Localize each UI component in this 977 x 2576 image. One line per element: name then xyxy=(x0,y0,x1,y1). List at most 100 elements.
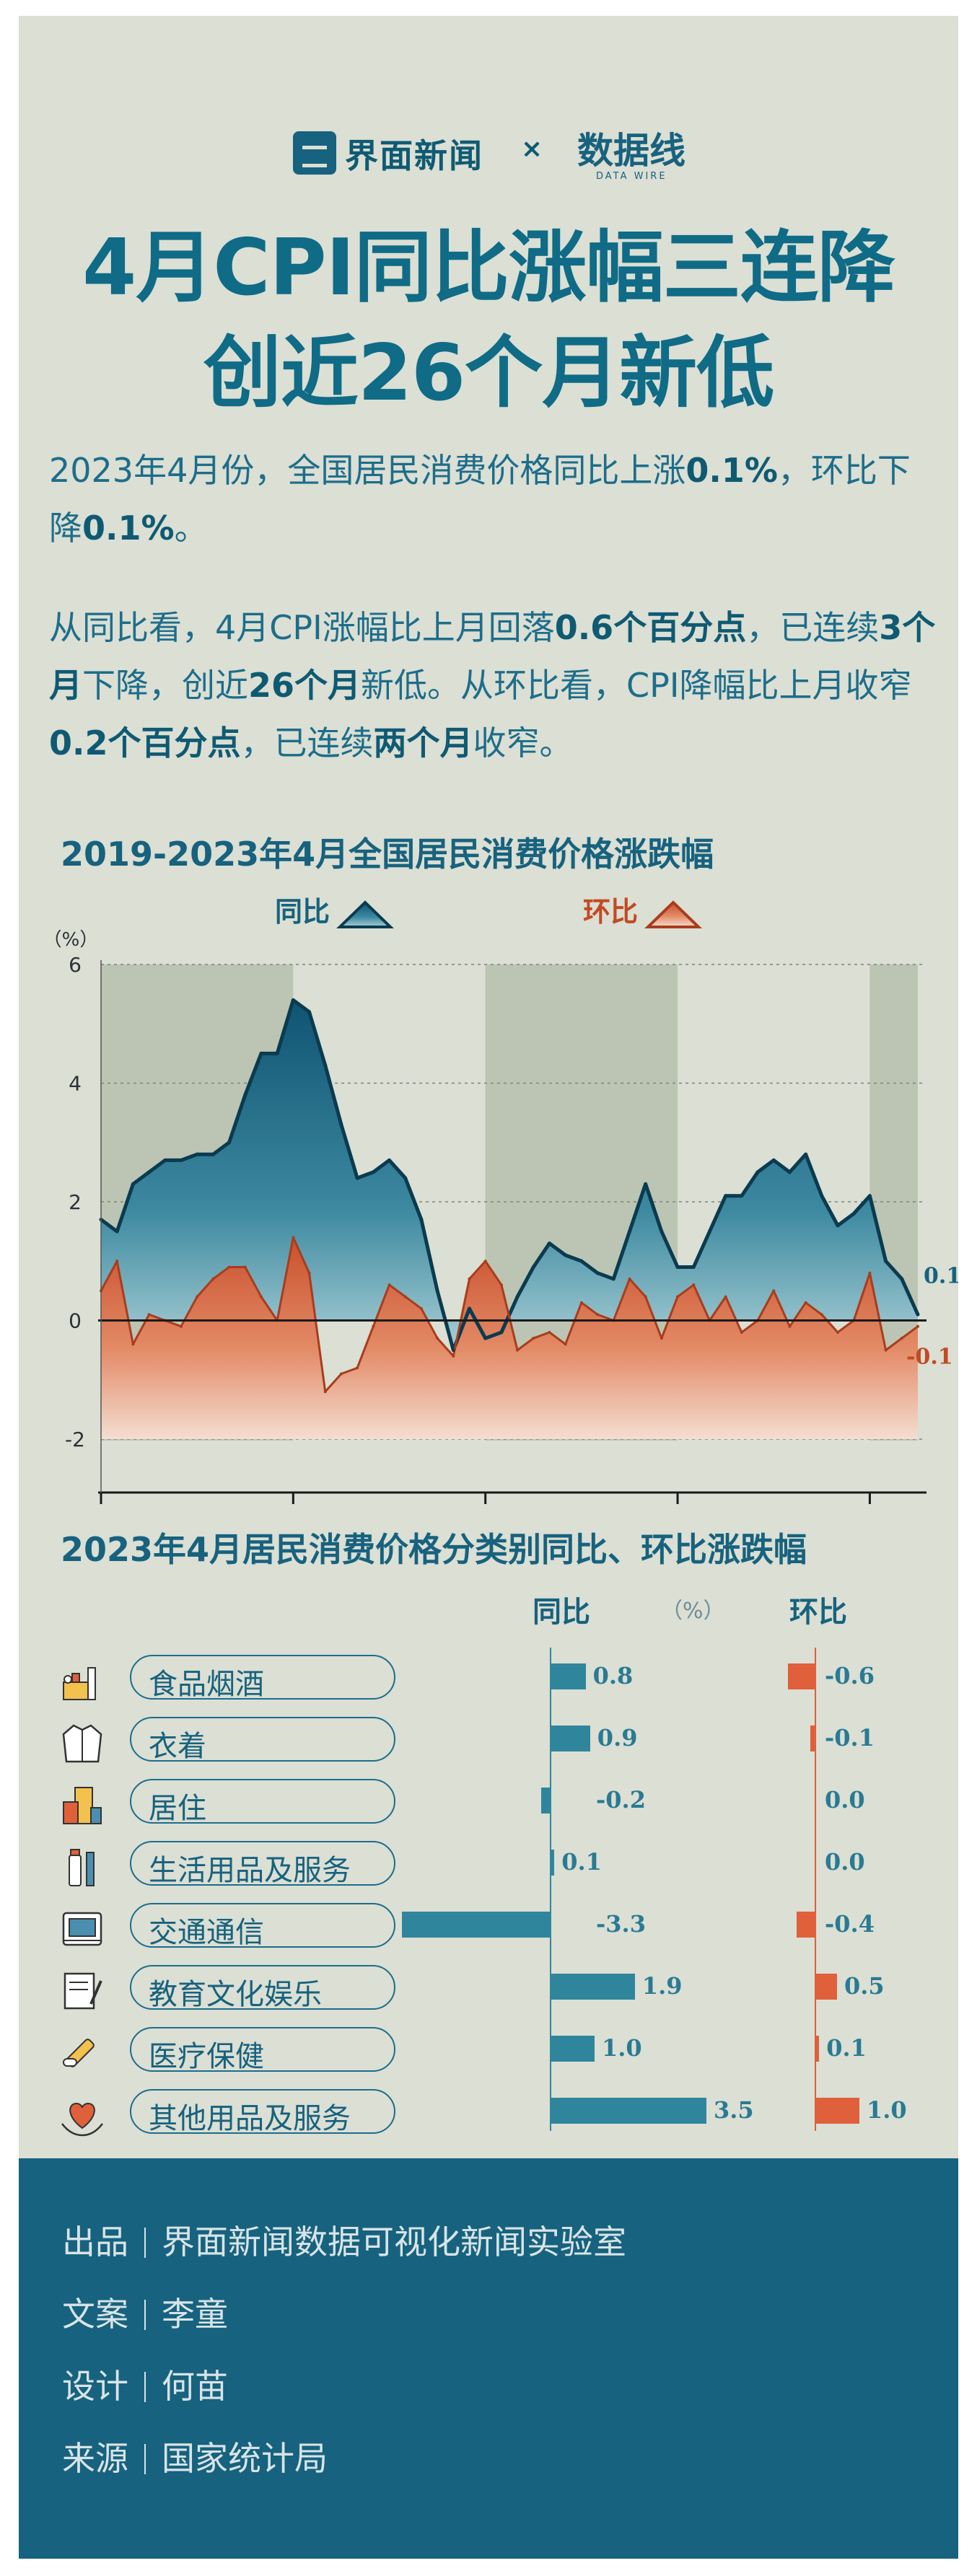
yoy-value-label: 3.5 xyxy=(714,2096,754,2124)
yoy-point-32 xyxy=(611,1277,615,1281)
bar-header-mom: 环比 xyxy=(789,1596,847,1629)
category-pill: 医疗保健 xyxy=(130,2027,395,2073)
yoy-point-49 xyxy=(884,1259,888,1263)
credit-role: 设计 xyxy=(62,2367,128,2406)
headline-line-1: 4月CPI同比涨幅三连降 xyxy=(82,223,895,313)
yoy-point-40 xyxy=(740,1194,744,1198)
yoy-point-16 xyxy=(355,1176,359,1180)
mom-point-24 xyxy=(483,1260,487,1263)
category-pill: 交通通信 xyxy=(130,1903,395,1949)
credits-footer: 出品 界面新闻数据可视化新闻实验室 文案 李童 设计 何苗 来源 国家统计局 xyxy=(19,2158,958,2559)
partner-logo-subtext: DATA WIRE xyxy=(596,171,667,182)
yoy-point-34 xyxy=(644,1182,648,1186)
headline-line-2: 创近26个月新低 xyxy=(203,328,774,418)
mom-line xyxy=(100,1236,919,1393)
yoy-point-45 xyxy=(820,1194,824,1198)
category-pill: 衣着 xyxy=(130,1717,395,1763)
mom-point-3 xyxy=(147,1313,151,1316)
yoy-point-28 xyxy=(547,1241,551,1246)
yoy-point-4 xyxy=(163,1158,167,1162)
credit-line: 文案 李童 xyxy=(62,2288,228,2336)
mom-point-30 xyxy=(579,1301,583,1304)
clothing-icon xyxy=(59,1720,105,1766)
yoy-point-3 xyxy=(147,1170,152,1174)
mom-value-label: 1.0 xyxy=(867,2096,907,2124)
category-label: 居住 xyxy=(149,1792,206,1825)
yoy-bar xyxy=(550,2098,706,2124)
y-tick-label-0: 6 xyxy=(69,953,82,977)
brand-name: 界面新闻 xyxy=(345,136,483,175)
credit-line: 来源 国家统计局 xyxy=(62,2432,328,2480)
p1-run-1: 0.1% xyxy=(685,451,778,490)
yoy-point-22 xyxy=(451,1348,455,1353)
yoy-axis xyxy=(550,1648,551,2131)
p1-run-3: 0.1% xyxy=(82,509,175,548)
other-goods-icon xyxy=(59,2092,105,2138)
p2-run-5: 26个月 xyxy=(248,666,362,705)
mom-point-39 xyxy=(724,1295,727,1298)
cpi-line-chart: 6 4 2 0 -2 （%） 2019 2020 2021 2022 2023 0.1 -0.1 同比 环比 xyxy=(43,896,958,1513)
yoy-point-51 xyxy=(916,1312,920,1316)
intro-paragraph-1: 2023年4月份，全国居民消费价格同比上涨0.1%，环比下降0.1%。 xyxy=(49,441,937,557)
mom-value-label: 0.1 xyxy=(826,2034,867,2062)
yoy-point-38 xyxy=(707,1229,711,1234)
p2-run-0: 从同比看，4月CPI涨幅比上月回落 xyxy=(49,608,555,647)
credit-line: 设计 何苗 xyxy=(62,2360,228,2408)
x-year-label-2: 2021 xyxy=(475,1508,539,1513)
mom-point-14 xyxy=(323,1390,327,1394)
credit-value: 李童 xyxy=(162,2295,228,2334)
yoy-point-19 xyxy=(403,1176,408,1180)
yoy-point-17 xyxy=(371,1170,375,1174)
yoy-point-23 xyxy=(468,1306,472,1311)
household-icon xyxy=(59,1844,105,1890)
mom-bar xyxy=(810,1726,815,1751)
p1-run-4: 。 xyxy=(174,509,208,548)
p2-run-4: 下降，创近 xyxy=(82,666,248,705)
yoy-point-1 xyxy=(115,1229,119,1234)
p2-run-9: 两个月 xyxy=(373,724,473,762)
mom-point-46 xyxy=(836,1330,840,1334)
yoy-point-10 xyxy=(259,1051,263,1055)
mom-point-26 xyxy=(516,1348,520,1352)
credit-value: 国家统计局 xyxy=(162,2439,328,2478)
mom-point-18 xyxy=(387,1283,391,1287)
yoy-point-20 xyxy=(419,1218,424,1222)
mom-point-49 xyxy=(884,1348,888,1352)
category-row: 交通通信 -3.3 -0.4 xyxy=(19,1902,958,1955)
y-tick-label-2: 2 xyxy=(69,1190,82,1214)
yoy-point-24 xyxy=(483,1336,488,1340)
yoy-point-43 xyxy=(787,1170,792,1174)
mom-point-6 xyxy=(196,1295,199,1298)
yoy-point-39 xyxy=(724,1194,728,1198)
category-row: 其他用品及服务 3.5 1.0 xyxy=(19,2088,958,2141)
mom-point-23 xyxy=(468,1277,471,1280)
yoy-point-6 xyxy=(195,1152,199,1156)
housing-icon xyxy=(59,1782,105,1828)
bar-unit: （%） xyxy=(661,1599,725,1624)
p2-run-1: 0.6个百分点 xyxy=(554,608,747,647)
yoy-end-label: 0.1 xyxy=(924,1263,958,1288)
category-pill: 教育文化娱乐 xyxy=(130,1965,395,2011)
mom-area xyxy=(101,1237,918,1439)
yoy-point-27 xyxy=(531,1265,535,1269)
mom-point-25 xyxy=(499,1283,503,1287)
mom-point-27 xyxy=(532,1337,535,1340)
legend-mom-swatch xyxy=(644,900,702,928)
data-wire-logo-icon: 数据线 DATA WIRE xyxy=(577,130,685,182)
yoy-point-48 xyxy=(867,1194,872,1198)
p2-run-2: ，已连续 xyxy=(746,608,880,647)
yoy-point-2 xyxy=(131,1182,135,1186)
credit-separator xyxy=(144,2444,146,2474)
medical-icon xyxy=(59,2030,105,2076)
mom-value-label: 0.5 xyxy=(844,1972,885,2000)
mom-point-48 xyxy=(868,1271,872,1275)
mom-point-31 xyxy=(596,1313,600,1316)
yoy-point-29 xyxy=(564,1253,568,1257)
yoy-value-label: 1.0 xyxy=(602,2034,642,2062)
yoy-point-26 xyxy=(515,1295,520,1299)
intro-paragraph-2: 从同比看，4月CPI涨幅比上月回落0.6个百分点，已连续3个月下降，创近26个月… xyxy=(49,599,937,772)
mom-point-33 xyxy=(628,1277,631,1280)
mom-point-44 xyxy=(804,1301,807,1304)
yoy-bar xyxy=(540,1788,550,1814)
mom-point-34 xyxy=(644,1295,647,1298)
